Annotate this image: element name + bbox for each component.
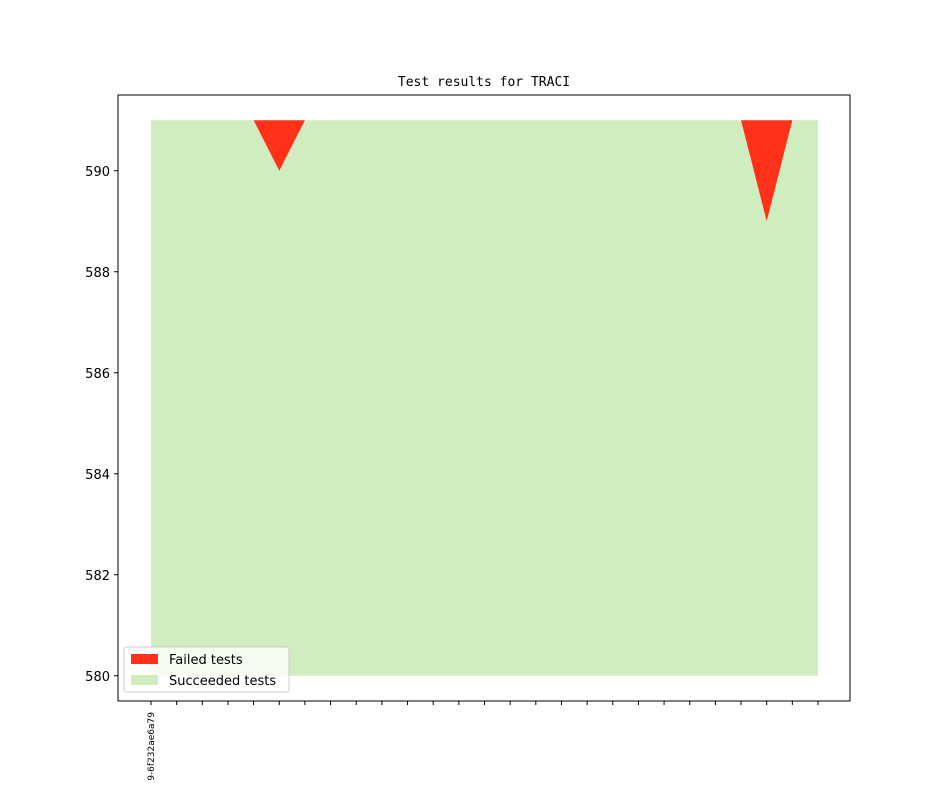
series-layer (151, 120, 818, 676)
y-axis: 580 582 584 586 588 590 (85, 165, 118, 685)
y-tick-label: 582 (85, 569, 110, 584)
legend-swatch-failed (131, 654, 158, 664)
y-tick-label: 588 (85, 266, 110, 281)
plot-area (117, 94, 851, 702)
y-tick-label: 584 (85, 468, 110, 483)
succeeded-area (151, 120, 818, 676)
legend-swatch-succeeded (131, 675, 158, 685)
y-tick-label: 580 (85, 670, 110, 685)
legend: Failed tests Succeeded tests (123, 646, 290, 693)
x-axis: 9-6f232ae6a79 (147, 701, 819, 781)
legend-label-succeeded: Succeeded tests (169, 674, 276, 689)
chart-title: Test results for TRACI (398, 75, 570, 90)
y-tick-label: 590 (85, 165, 110, 180)
y-tick-label: 586 (85, 367, 110, 382)
legend-label-failed: Failed tests (169, 653, 243, 668)
legend-box (123, 646, 290, 693)
x-tick-label: 9-6f232ae6a79 (147, 712, 157, 781)
failed-area (151, 120, 818, 222)
